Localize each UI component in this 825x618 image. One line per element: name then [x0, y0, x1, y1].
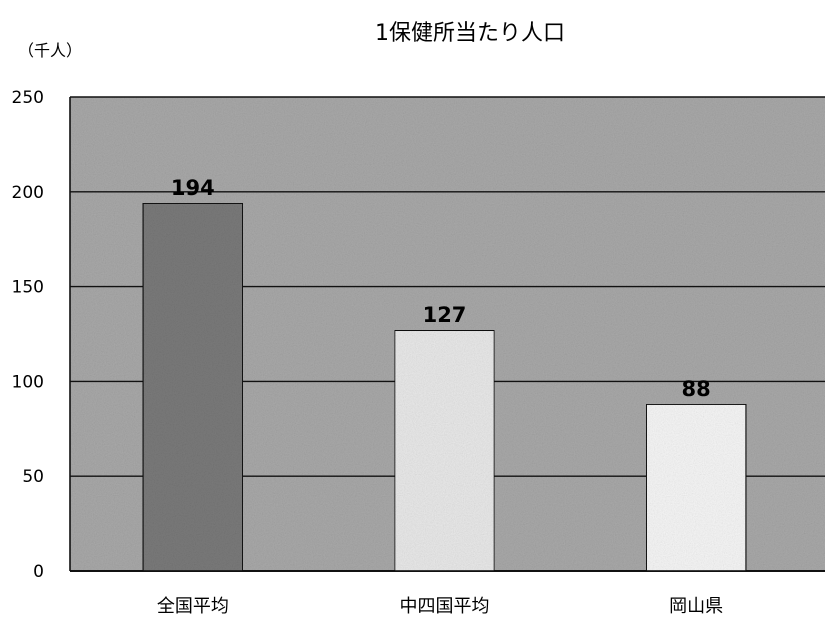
data-labels: 194 127 88 [171, 176, 711, 401]
x-category-label-2: 中四国平均 [400, 596, 490, 617]
y-tick-label-50: 50 [22, 467, 44, 487]
y-tick-label-200: 200 [12, 183, 44, 203]
bar-1 [142, 202, 244, 572]
y-tick-label-250: 250 [12, 88, 44, 108]
y-tick-label-0: 0 [33, 562, 44, 582]
y-tick-label-100: 100 [12, 372, 44, 392]
x-category-label-1: 全国平均 [157, 596, 229, 617]
x-axis-labels: 全国平均 中四国平均 岡山県 [157, 596, 723, 617]
bar-3 [645, 403, 747, 572]
y-tick-label-150: 150 [12, 278, 44, 298]
x-category-label-3: 岡山県 [669, 596, 723, 617]
data-label-1: 194 [171, 176, 215, 200]
data-label-2: 127 [423, 303, 467, 327]
data-label-3: 88 [682, 377, 711, 401]
bars [142, 202, 747, 572]
chart-title: 1保健所当たり人口 [375, 21, 565, 46]
bar-2 [393, 329, 496, 572]
y-axis-unit-label: （千人） [18, 41, 82, 60]
y-axis-ticks: 0 50 100 150 200 250 [12, 88, 44, 582]
